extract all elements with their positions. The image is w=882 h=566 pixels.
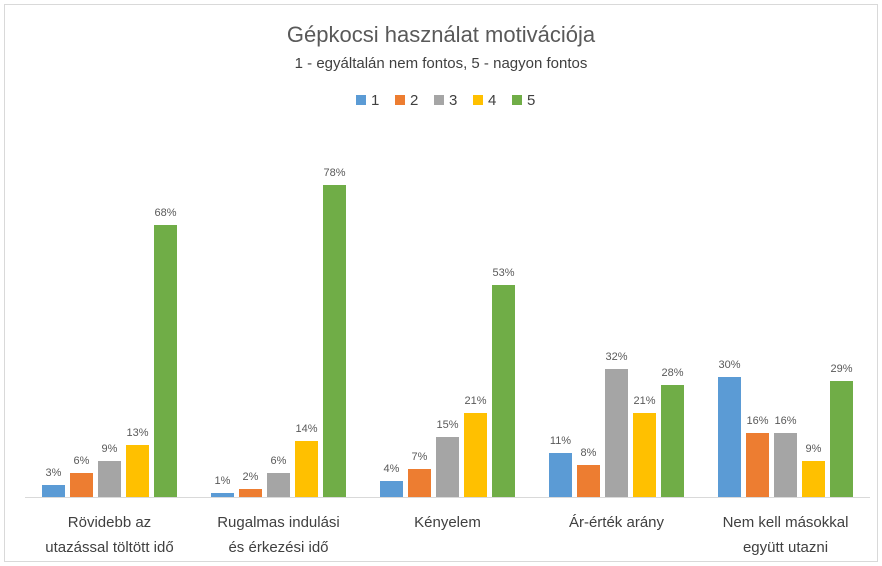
bar bbox=[323, 185, 346, 497]
value-label: 3% bbox=[46, 467, 62, 479]
bar bbox=[408, 469, 431, 497]
x-tick-label: Nem kell másokkal együtt utazni bbox=[722, 514, 849, 556]
legend-label: 4 bbox=[488, 92, 496, 109]
value-label: 8% bbox=[581, 447, 597, 459]
bar bbox=[98, 461, 121, 497]
value-label: 15% bbox=[436, 419, 458, 431]
bar bbox=[464, 413, 487, 497]
legend-swatch bbox=[356, 95, 366, 105]
bar bbox=[492, 285, 515, 497]
value-label: 6% bbox=[74, 455, 90, 467]
legend-swatch bbox=[473, 95, 483, 105]
legend-label: 2 bbox=[410, 92, 418, 109]
bar bbox=[211, 493, 234, 497]
bar bbox=[830, 381, 853, 497]
bar bbox=[633, 413, 656, 497]
value-label: 53% bbox=[492, 267, 514, 279]
bar bbox=[70, 473, 93, 497]
bar bbox=[774, 433, 797, 497]
bar bbox=[718, 377, 741, 497]
value-label: 21% bbox=[464, 395, 486, 407]
value-label: 9% bbox=[806, 443, 822, 455]
x-tick-label: Rugalmas indulási és érkezési idő bbox=[217, 514, 340, 556]
value-label: 14% bbox=[295, 423, 317, 435]
value-label: 28% bbox=[661, 367, 683, 379]
value-label: 32% bbox=[605, 351, 627, 363]
value-label: 21% bbox=[633, 395, 655, 407]
legend-swatch bbox=[512, 95, 522, 105]
bar bbox=[802, 461, 825, 497]
bar bbox=[295, 441, 318, 497]
bar bbox=[746, 433, 769, 497]
value-label: 68% bbox=[154, 207, 176, 219]
x-tick-label: Rövidebb az utazással töltött idő bbox=[45, 514, 174, 556]
value-label: 4% bbox=[384, 463, 400, 475]
value-label: 2% bbox=[243, 471, 259, 483]
x-tick-label: Kényelem bbox=[414, 514, 481, 531]
legend-label: 1 bbox=[371, 92, 379, 109]
chart-subtitle: 1 - egyáltalán nem fontos, 5 - nagyon fo… bbox=[295, 55, 588, 72]
value-label: 7% bbox=[412, 451, 428, 463]
bar bbox=[267, 473, 290, 497]
legend-swatch bbox=[434, 95, 444, 105]
chart-title: Gépkocsi használat motivációja bbox=[287, 22, 596, 47]
bar bbox=[239, 489, 262, 497]
legend-label: 5 bbox=[527, 92, 535, 109]
value-label: 29% bbox=[830, 363, 852, 375]
bar bbox=[549, 453, 572, 497]
bar bbox=[126, 445, 149, 497]
value-label: 78% bbox=[323, 167, 345, 179]
value-label: 16% bbox=[746, 415, 768, 427]
value-label: 9% bbox=[102, 443, 118, 455]
x-tick-label: Ár-érték arány bbox=[568, 514, 665, 531]
value-label: 1% bbox=[215, 475, 231, 487]
value-label: 11% bbox=[550, 435, 571, 447]
legend-label: 3 bbox=[449, 92, 457, 109]
legend-swatch bbox=[395, 95, 405, 105]
bar bbox=[154, 225, 177, 497]
bar bbox=[380, 481, 403, 497]
bar bbox=[577, 465, 600, 497]
value-label: 30% bbox=[718, 359, 740, 371]
bar bbox=[42, 485, 65, 497]
bar bbox=[605, 369, 628, 497]
value-label: 13% bbox=[126, 427, 148, 439]
bar bbox=[661, 385, 684, 497]
value-label: 6% bbox=[271, 455, 287, 467]
bar bbox=[436, 437, 459, 497]
value-label: 16% bbox=[774, 415, 796, 427]
